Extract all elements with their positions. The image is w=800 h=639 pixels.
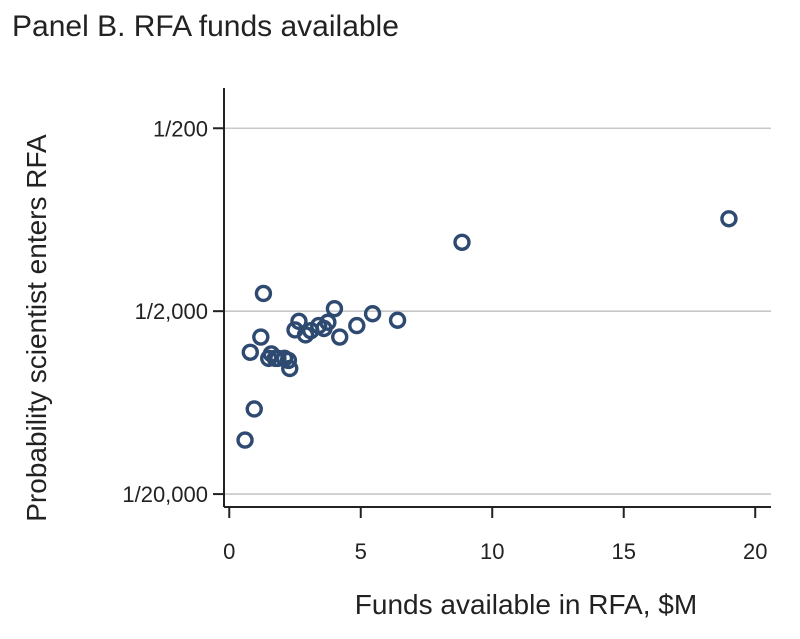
- data-point: [453, 233, 471, 251]
- data-point: [241, 343, 259, 361]
- x-tick-label: 5: [355, 539, 367, 564]
- chart-title: Panel B. RFA funds available: [12, 10, 399, 43]
- x-tick-label: 20: [743, 539, 767, 564]
- data-point: [281, 359, 299, 378]
- data-point: [363, 305, 382, 323]
- y-axis-ticks: 1/20,000 1/2,000 1/200: [122, 116, 224, 507]
- y-tick-label: 1/200: [153, 116, 208, 141]
- data-point: [348, 316, 366, 335]
- data-point: [245, 400, 263, 418]
- x-tick-label: 0: [223, 539, 235, 564]
- data-point: [254, 284, 273, 303]
- y-gridlines: [224, 127, 771, 495]
- data-point: [252, 328, 270, 346]
- x-axis-label: Funds available in RFA, $M: [355, 589, 697, 620]
- data-point: [720, 210, 738, 228]
- data-point: [236, 431, 254, 449]
- data-point: [269, 349, 287, 368]
- x-axis-ticks: 0 5 10 15 20: [223, 507, 767, 564]
- data-point: [279, 351, 298, 370]
- x-tick-label: 10: [480, 539, 504, 564]
- x-tick-label: 15: [611, 539, 635, 564]
- data-point: [331, 328, 349, 346]
- y-tick-label: 1/20,000: [122, 482, 208, 507]
- data-point: [290, 312, 308, 331]
- data-points: [236, 210, 738, 449]
- data-point: [388, 311, 407, 329]
- y-tick-label: 1/2,000: [135, 299, 208, 324]
- data-point: [319, 313, 337, 331]
- y-axis-label: Probability scientist enters RFA: [21, 134, 52, 522]
- data-point: [325, 299, 344, 318]
